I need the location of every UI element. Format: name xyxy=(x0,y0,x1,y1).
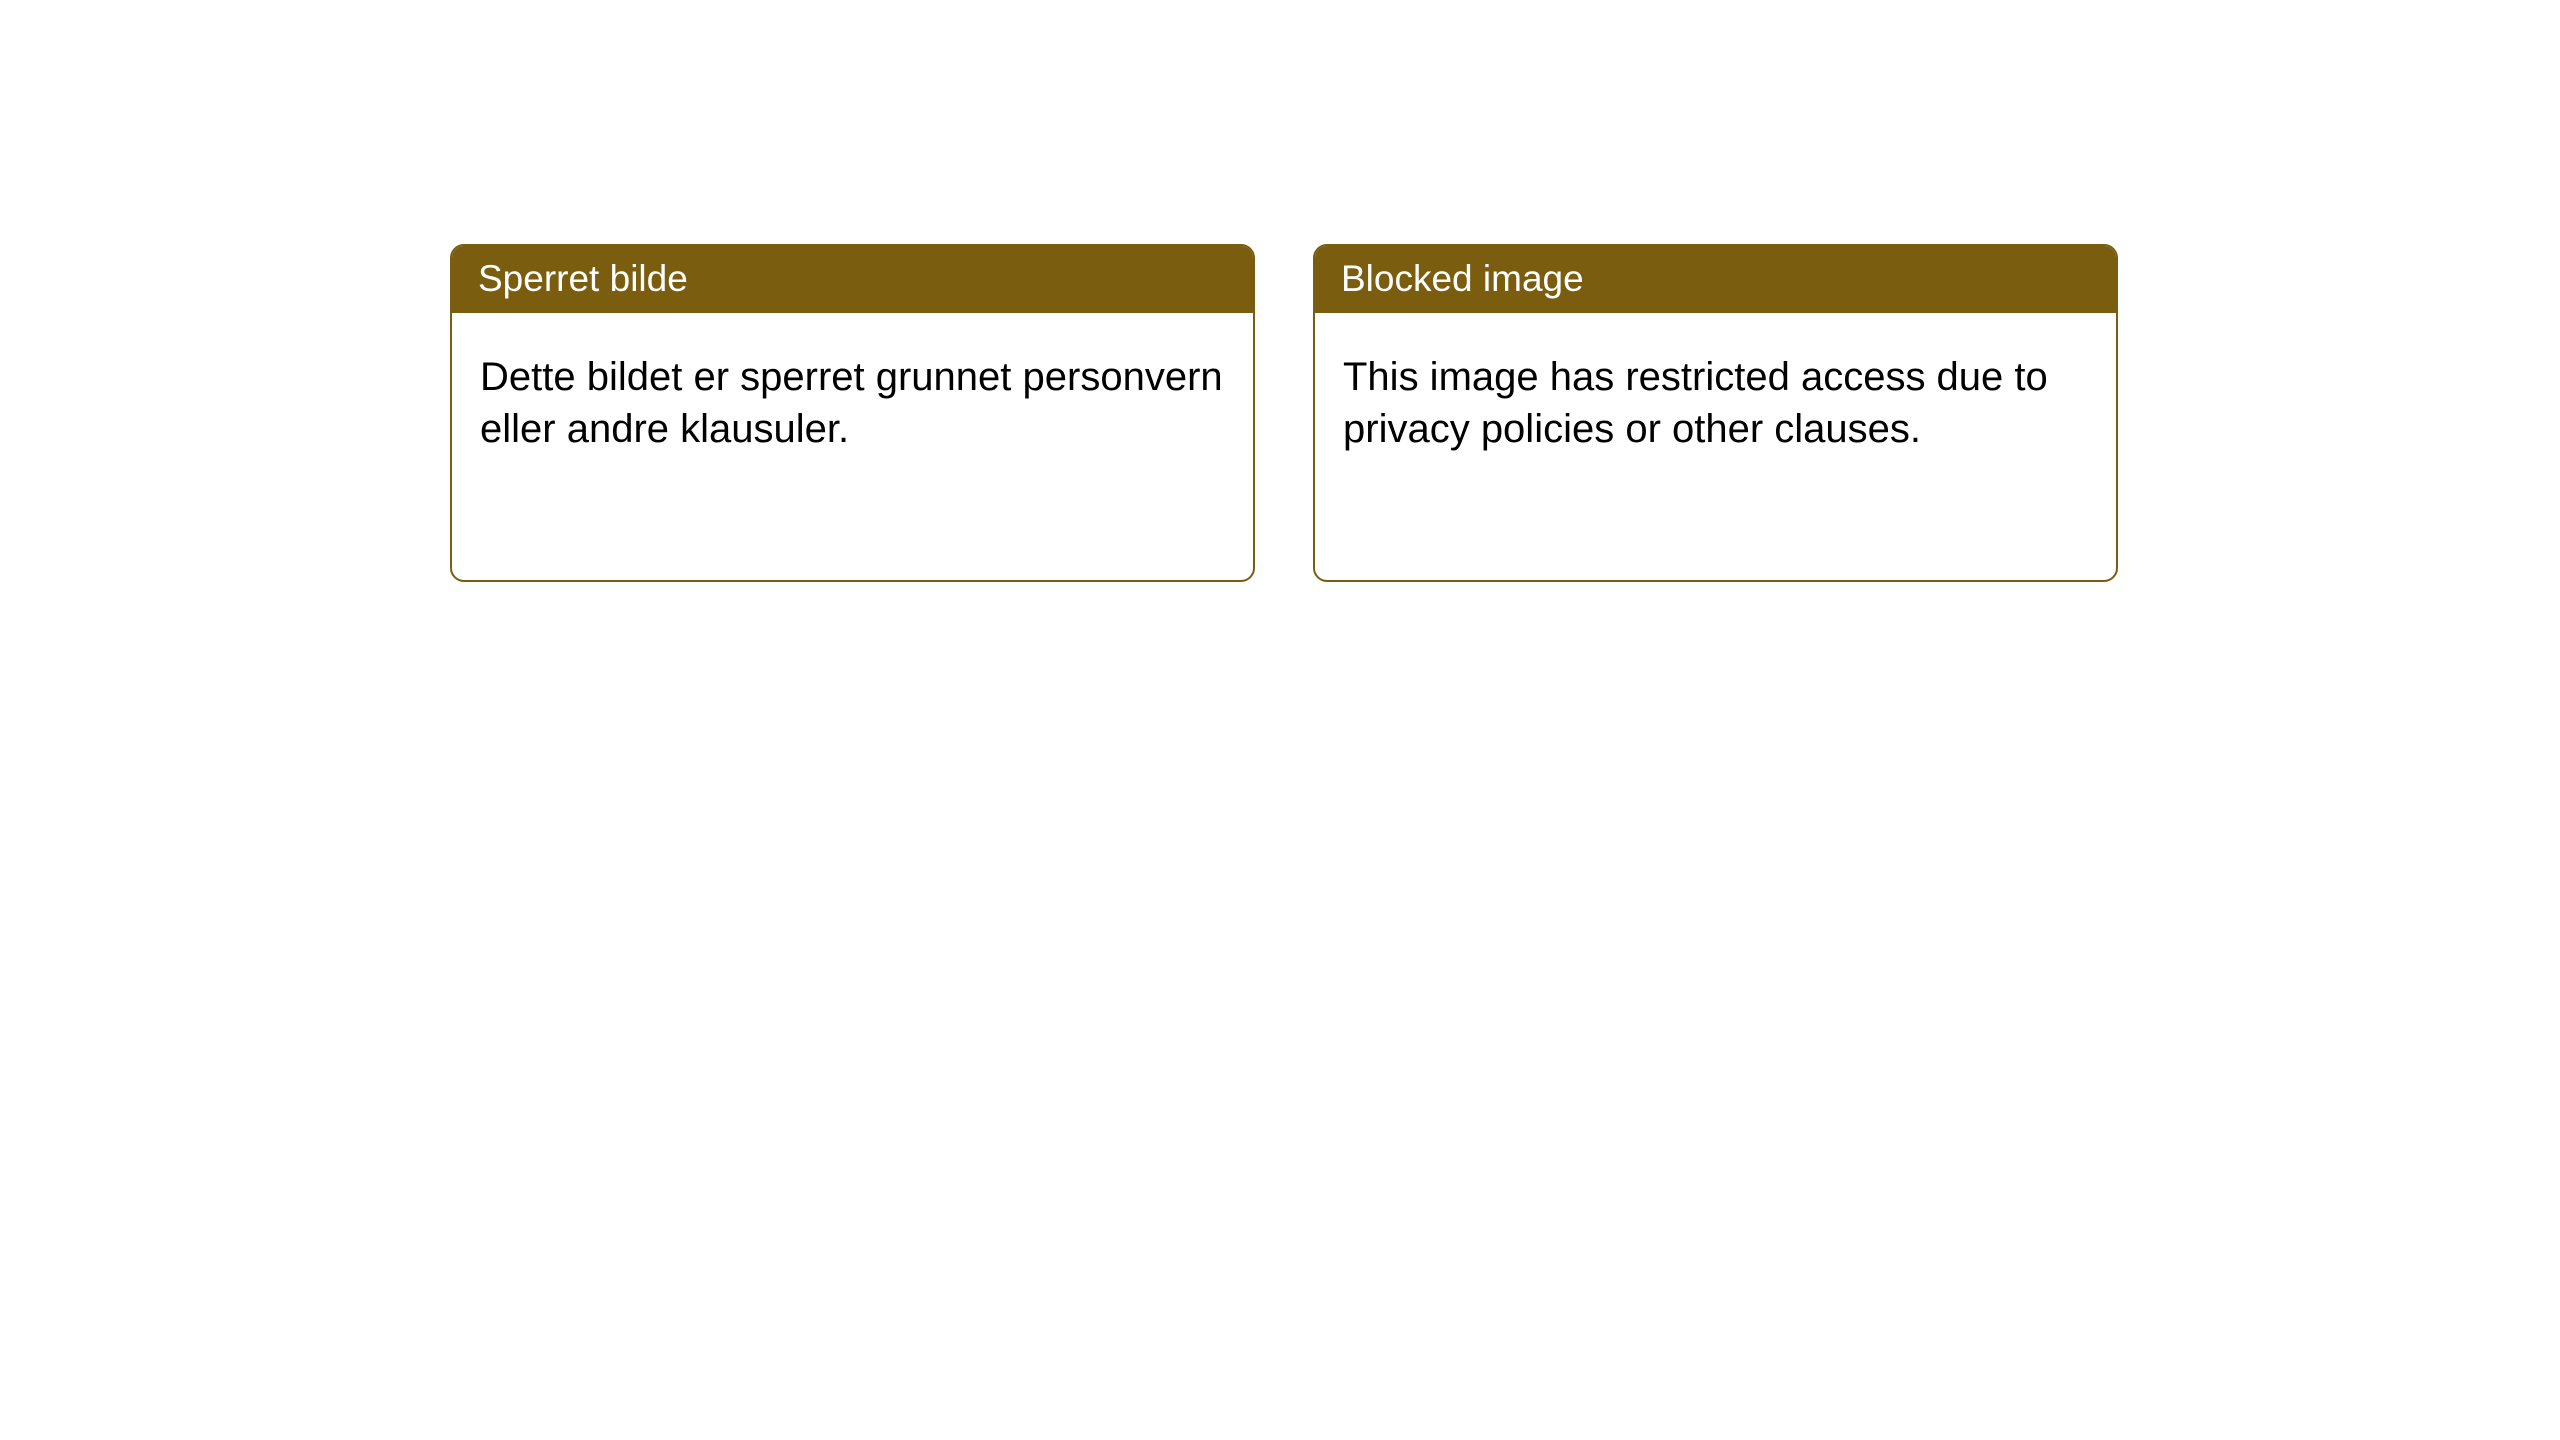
notice-box-norwegian: Sperret bilde Dette bildet er sperret gr… xyxy=(450,244,1255,582)
notice-body: Dette bildet er sperret grunnet personve… xyxy=(452,313,1253,483)
notice-header: Sperret bilde xyxy=(452,246,1253,313)
notice-body: This image has restricted access due to … xyxy=(1315,313,2116,483)
notice-header: Blocked image xyxy=(1315,246,2116,313)
notice-boxes-container: Sperret bilde Dette bildet er sperret gr… xyxy=(450,244,2118,582)
notice-box-english: Blocked image This image has restricted … xyxy=(1313,244,2118,582)
